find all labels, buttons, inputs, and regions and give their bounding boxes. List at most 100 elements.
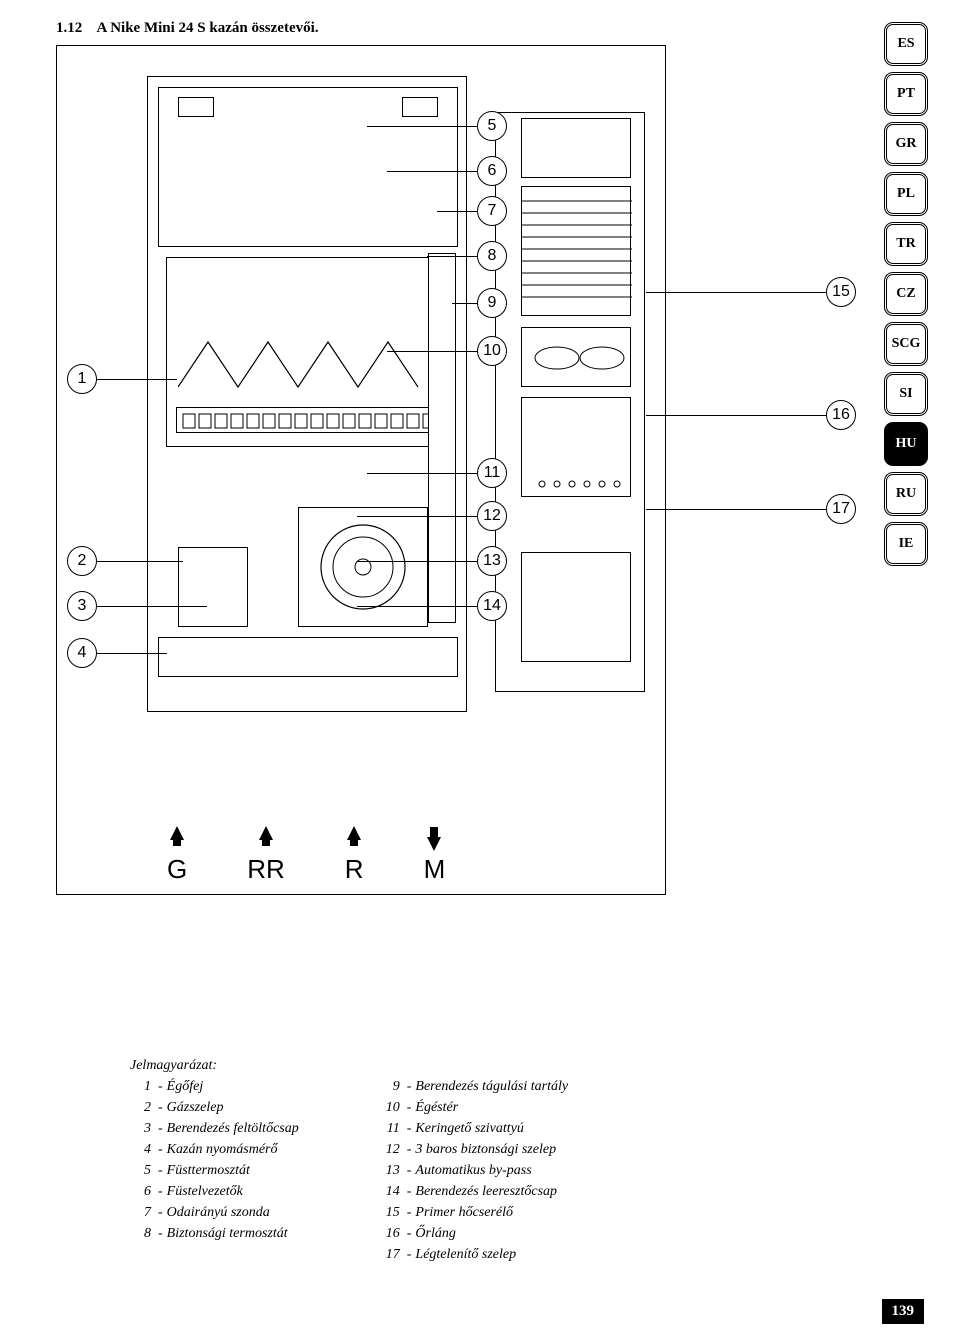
legend-num: 8 <box>130 1223 154 1244</box>
legend-text: Légtelenítő szelep <box>415 1244 516 1265</box>
callout-16: 16 <box>826 400 856 430</box>
leader <box>387 351 477 352</box>
lang-tab-tr[interactable]: TR <box>884 222 928 266</box>
diagram-b-outer <box>495 112 645 692</box>
lang-tab-pl[interactable]: PL <box>884 172 928 216</box>
lang-tab-ru[interactable]: RU <box>884 472 928 516</box>
legend-dash: - <box>403 1202 416 1223</box>
legend-right-col: 9-Berendezés tágulási tartály 10-Égéstér… <box>379 1055 568 1265</box>
connector-r: R <box>345 826 364 885</box>
arrow-up-icon <box>347 826 361 840</box>
lang-tab-gr[interactable]: GR <box>884 122 928 166</box>
leader <box>357 606 477 607</box>
diagram-b-chamber <box>521 397 631 497</box>
leader <box>427 256 477 257</box>
legend-row: 3-Berendezés feltöltőcsap <box>130 1118 299 1139</box>
legend-title: Jelmagyarázat: <box>130 1055 299 1076</box>
lang-tab-es[interactable]: ES <box>884 22 928 66</box>
callout-6: 6 <box>477 156 507 186</box>
legend-row: 17-Légtelenítő szelep <box>379 1244 568 1265</box>
section-title-text: A Nike Mini 24 S kazán összetevői. <box>96 20 318 36</box>
legend-row: 4-Kazán nyomásmérő <box>130 1139 299 1160</box>
connector-label: M <box>424 854 446 885</box>
diagram-a-flue-right <box>402 97 438 117</box>
connector-rr: RR <box>247 826 285 885</box>
arrow-down-icon <box>427 837 441 851</box>
chamber-dots-icon <box>522 398 632 498</box>
page: 1.12 A Nike Mini 24 S kazán összetevői. <box>0 0 960 1338</box>
callout-label: 2 <box>78 552 87 570</box>
callout-3: 3 <box>67 591 97 621</box>
legend-text: Odairányú szonda <box>167 1202 270 1223</box>
leader <box>357 561 477 562</box>
legend-text: Őrláng <box>415 1223 455 1244</box>
legend-text: Kazán nyomásmérő <box>167 1139 278 1160</box>
callout-label: 4 <box>78 644 87 662</box>
legend-num: 3 <box>130 1118 154 1139</box>
leader <box>357 516 477 517</box>
diagram-b-top <box>521 118 631 178</box>
lang-code: CZ <box>896 286 915 302</box>
leader <box>367 473 477 474</box>
legend-text: Égőfej <box>167 1076 204 1097</box>
leader <box>387 171 477 172</box>
leader <box>97 379 177 380</box>
lang-tab-scg[interactable]: SCG <box>884 322 928 366</box>
callout-label: 14 <box>483 597 501 615</box>
diagram-a-gasvalve <box>178 547 248 627</box>
diagram-frame: 1 2 3 4 5 6 7 8 9 10 11 12 13 14 <box>56 45 666 895</box>
lang-code: HU <box>896 436 917 452</box>
lang-code: GR <box>896 136 917 152</box>
lang-tab-cz[interactable]: CZ <box>884 272 928 316</box>
callout-label: 9 <box>488 294 497 312</box>
leader <box>437 211 477 212</box>
lang-code: RU <box>896 486 916 502</box>
legend-dash: - <box>403 1160 416 1181</box>
leader <box>646 292 826 293</box>
arrow-up-icon <box>259 826 273 840</box>
lang-tab-hu[interactable]: HU <box>884 422 928 466</box>
callout-label: 7 <box>488 202 497 220</box>
legend-row: 14-Berendezés leeresztőcsap <box>379 1181 568 1202</box>
connector-row: G RR R M <box>167 826 445 885</box>
burner-slots-icon <box>177 408 441 434</box>
legend-dash: - <box>154 1139 167 1160</box>
legend-row: 15-Primer hőcserélő <box>379 1202 568 1223</box>
section-number: 1.12 <box>56 20 82 36</box>
callout-label: 1 <box>78 370 87 388</box>
legend-num: 2 <box>130 1097 154 1118</box>
legend-dash: - <box>403 1244 416 1265</box>
lang-tab-pt[interactable]: PT <box>884 72 928 116</box>
legend-text: Égéstér <box>415 1097 458 1118</box>
diagram-b-hx <box>521 186 631 316</box>
callout-label: 3 <box>78 597 87 615</box>
legend-dash: - <box>403 1097 416 1118</box>
callout-4: 4 <box>67 638 97 668</box>
lang-code: PL <box>897 186 915 202</box>
legend-row: 2-Gázszelep <box>130 1097 299 1118</box>
lang-code: SCG <box>892 336 921 352</box>
legend-row: 6-Füstelvezetők <box>130 1181 299 1202</box>
connector-label: RR <box>247 854 285 885</box>
lang-code: PT <box>897 86 915 102</box>
callout-label: 6 <box>488 162 497 180</box>
legend-dash: - <box>154 1223 167 1244</box>
legend-num: 13 <box>379 1160 403 1181</box>
diagram-b-lower <box>521 552 631 662</box>
leader <box>97 653 167 654</box>
legend-num: 14 <box>379 1181 403 1202</box>
diagram-b-mid <box>521 327 631 387</box>
lang-tab-ie[interactable]: IE <box>884 522 928 566</box>
leader <box>97 606 207 607</box>
legend-num: 17 <box>379 1244 403 1265</box>
legend-num: 6 <box>130 1181 154 1202</box>
leader <box>646 415 826 416</box>
diagram-a-burner <box>176 407 440 433</box>
legend-text: Biztonsági termosztát <box>167 1223 288 1244</box>
leader <box>97 561 183 562</box>
legend-dash: - <box>403 1139 416 1160</box>
lang-tab-si[interactable]: SI <box>884 372 928 416</box>
legend-text: Berendezés leeresztőcsap <box>415 1181 557 1202</box>
pump-icon <box>318 522 408 612</box>
legend-dash: - <box>154 1118 167 1139</box>
